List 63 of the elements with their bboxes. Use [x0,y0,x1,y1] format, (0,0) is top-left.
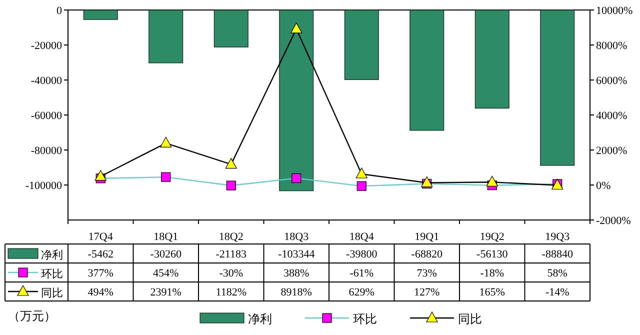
data-label: -30% [219,268,244,280]
point [356,181,366,191]
text: （万元） [8,309,56,323]
y-tick-label: -80000 [30,145,62,157]
data-label: -88840 [542,248,574,260]
y2-tick-label: 0% [596,180,611,192]
x-tick-label: 17Q4 [88,231,114,243]
data-label: 494% [88,286,114,298]
data-label: 629% [348,286,374,298]
y-tick-label: -100000 [25,180,62,192]
data-label: 73% [416,268,437,280]
data-label: -68820 [411,248,443,260]
text: 环比 [353,312,377,326]
point [226,180,236,190]
data-label: 165% [479,286,505,298]
data-label: 8918% [280,286,312,298]
data-label: -14% [545,286,570,298]
x-tick-label: 18Q1 [154,231,178,243]
data-label: 2391% [150,286,182,298]
point [160,136,172,148]
data-label: -18% [480,268,504,280]
x-tick-label: 19Q3 [545,231,570,243]
data-label: -103344 [278,248,316,260]
data-label: 127% [414,286,440,298]
y2-tick-label: 2000% [596,145,628,157]
x-tick-label: 18Q2 [218,231,244,243]
x-tick-label: 18Q4 [349,231,374,243]
data-label: 388% [284,268,310,280]
y2-tick-label: 6000% [596,75,628,87]
data-label: -21183 [216,248,247,260]
point [161,172,171,182]
x-tick-label: 18Q3 [284,231,310,243]
data-label: 454% [153,268,179,280]
data-label: -39800 [346,248,378,260]
point [421,176,433,188]
text: 净利 [248,312,272,326]
y2-tick-label: -2000% [596,215,631,227]
point [94,170,106,181]
data-label: 58% [547,268,568,280]
y-tick-label: -40000 [30,75,62,87]
y-tick-label: 0 [56,5,62,17]
text: 同比 [458,312,482,326]
data-label: -56130 [476,248,508,260]
data-label: 377% [88,268,114,280]
y2-tick-label: 8000% [596,40,628,52]
x-tick-label: 19Q2 [480,231,504,243]
data-label: -5462 [88,248,114,260]
y-tick-label: -60000 [30,110,62,122]
point [486,176,498,186]
y-tick-label: -20000 [30,40,62,52]
y2-tick-label: 4000% [596,110,628,122]
data-label: 1182% [216,286,247,298]
data-label: -30260 [150,248,182,260]
point [292,173,302,184]
y2-tick-label: 10000% [596,5,633,17]
data-label: -61% [350,268,374,280]
legend-label: 同比 [41,286,63,300]
legend-label: 环比 [41,268,63,280]
legend-label: 净利 [41,248,63,262]
point [290,22,302,34]
x-tick-label: 19Q1 [414,231,440,243]
point [356,168,368,178]
point [225,158,237,169]
